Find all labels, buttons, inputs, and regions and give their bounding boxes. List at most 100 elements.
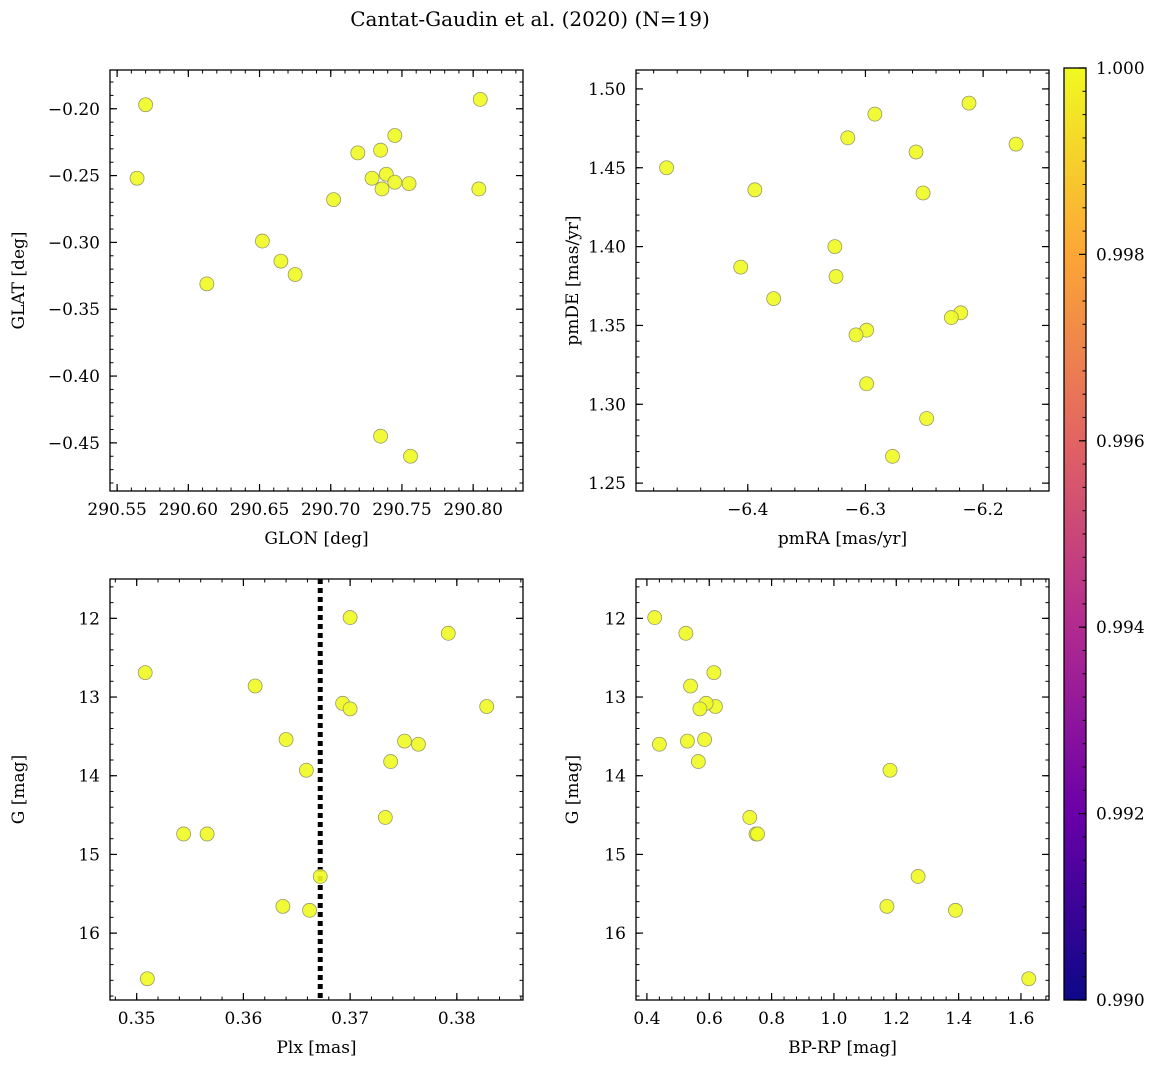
scatter-point <box>176 826 192 842</box>
scatter-point <box>312 869 328 884</box>
y-tick-label: 13 <box>78 688 100 708</box>
y-axis-label: G [mag] <box>9 755 29 824</box>
scatter-point <box>915 185 931 201</box>
x-tick-label: 1.0 <box>820 1009 847 1029</box>
x-tick-label: 290.55 <box>87 500 146 520</box>
y-axis-label: pmDE [mas/yr] <box>563 215 583 345</box>
scatter-point <box>374 181 390 197</box>
colorbar-tick-label: 0.998 <box>1096 245 1145 265</box>
x-tick-label: 0.38 <box>438 1009 476 1029</box>
x-tick-label: 1.6 <box>1007 1009 1034 1029</box>
scatter-point <box>683 678 698 694</box>
x-axis-label: BP-RP [mag] <box>788 1038 897 1058</box>
axes-frame <box>109 578 524 1001</box>
scatter-point <box>828 269 844 284</box>
scatter-point <box>472 92 488 107</box>
scatter-point <box>471 181 487 197</box>
scatter-point <box>247 678 263 694</box>
colorbar-tick-label: 0.994 <box>1096 618 1145 638</box>
scatter-point <box>387 128 403 143</box>
x-axis-label: GLON [deg] <box>264 529 368 549</box>
scatter-point <box>943 310 959 325</box>
scatter-point <box>411 736 426 752</box>
x-axis-label: pmRA [mas/yr] <box>778 529 907 549</box>
y-axis-label: GLAT [deg] <box>9 231 29 329</box>
colorbar-tick-label: 1.000 <box>1096 59 1145 79</box>
scatter-point <box>747 182 763 198</box>
y-tick-label: 1.50 <box>588 80 626 100</box>
scatter-point <box>678 625 694 641</box>
y-tick-label: 14 <box>78 767 100 787</box>
scatter-point <box>859 376 875 392</box>
scatter-point <box>706 665 722 681</box>
y-tick-label: −0.35 <box>48 300 100 320</box>
scatter-point <box>377 810 393 825</box>
scatter-point <box>885 448 900 464</box>
scatter-point <box>403 448 418 464</box>
scatter-point <box>440 625 456 641</box>
x-tick-label: 290.75 <box>372 500 431 520</box>
scatter-point <box>750 826 765 842</box>
scatter-point <box>342 610 358 625</box>
scatter-point <box>882 762 898 778</box>
scatter-point <box>129 170 145 186</box>
scatter-point <box>254 233 270 249</box>
figure-title: Cantat-Gaudin et al. (2020) (N=19) <box>350 7 710 31</box>
scatter-point <box>139 971 155 987</box>
scatter-point <box>387 174 403 190</box>
y-tick-label: 16 <box>604 924 626 944</box>
x-tick-label: 0.35 <box>118 1009 156 1029</box>
x-tick-label: 0.8 <box>758 1009 785 1029</box>
scatter-point <box>840 130 856 146</box>
y-tick-label: −0.30 <box>48 233 100 253</box>
scatter-point <box>137 665 153 681</box>
scatter-point <box>138 97 154 113</box>
x-tick-label: 1.4 <box>945 1009 972 1029</box>
y-tick-label: 1.45 <box>588 159 626 179</box>
x-tick-label: 1.2 <box>883 1009 910 1029</box>
y-tick-label: 13 <box>604 688 626 708</box>
x-tick-label: −6.4 <box>727 500 768 520</box>
subplot-4: 0.4 0.6 0.8 1.0 1.2 1.4 1.6 12 13 14 15 16 BP-RP [ma… <box>563 578 1050 1058</box>
y-tick-label: −0.40 <box>48 367 100 387</box>
y-tick-label: −0.25 <box>48 167 100 187</box>
y-tick-label: 1.40 <box>588 238 626 258</box>
x-axis-label: Plx [mas] <box>276 1038 356 1058</box>
colorbar-tick-label: 0.996 <box>1096 432 1145 452</box>
x-tick-label: 290.80 <box>443 500 502 520</box>
scatter-point <box>908 144 924 160</box>
x-tick-label: 0.36 <box>224 1009 262 1029</box>
scatter-point <box>199 826 215 842</box>
scatter-point <box>867 106 883 122</box>
scatter-point <box>350 145 366 161</box>
scatter-point <box>302 902 317 918</box>
scatter-point <box>1021 971 1037 987</box>
x-tick-label: 0.37 <box>331 1009 369 1029</box>
scatter-point <box>961 95 977 111</box>
scatter-point <box>342 701 358 717</box>
scatter-point <box>364 170 380 186</box>
y-tick-label: 1.25 <box>588 474 626 494</box>
x-tick-label: 290.65 <box>230 500 289 520</box>
scatter-point <box>199 276 215 292</box>
scatter-point <box>919 411 935 426</box>
scatter-point <box>742 810 758 825</box>
scatter-point <box>275 898 291 914</box>
colorbar: 0.990 0.992 0.994 0.996 0.998 1.000 <box>1063 59 1145 1011</box>
scatter-point <box>910 869 926 884</box>
subplot-2: −6.4 −6.3 −6.2 1.25 1.30 1.35 1.40 1.45 1.50 pmRA… <box>563 69 1050 549</box>
colorbar-tick-label: 0.990 <box>1096 991 1145 1011</box>
y-tick-label: 12 <box>604 609 626 629</box>
scatter-point <box>848 327 864 343</box>
axes-frame <box>635 69 1050 492</box>
scatter-point <box>397 733 412 749</box>
colorbar-gradient <box>1064 68 1086 1000</box>
scatter-point <box>326 192 341 208</box>
scatter-point <box>733 259 749 275</box>
scatter-point <box>651 736 667 752</box>
scatter-point <box>690 754 706 769</box>
scatter-point <box>827 239 843 254</box>
y-tick-label: 1.30 <box>588 395 626 415</box>
scatter-point <box>879 898 895 914</box>
